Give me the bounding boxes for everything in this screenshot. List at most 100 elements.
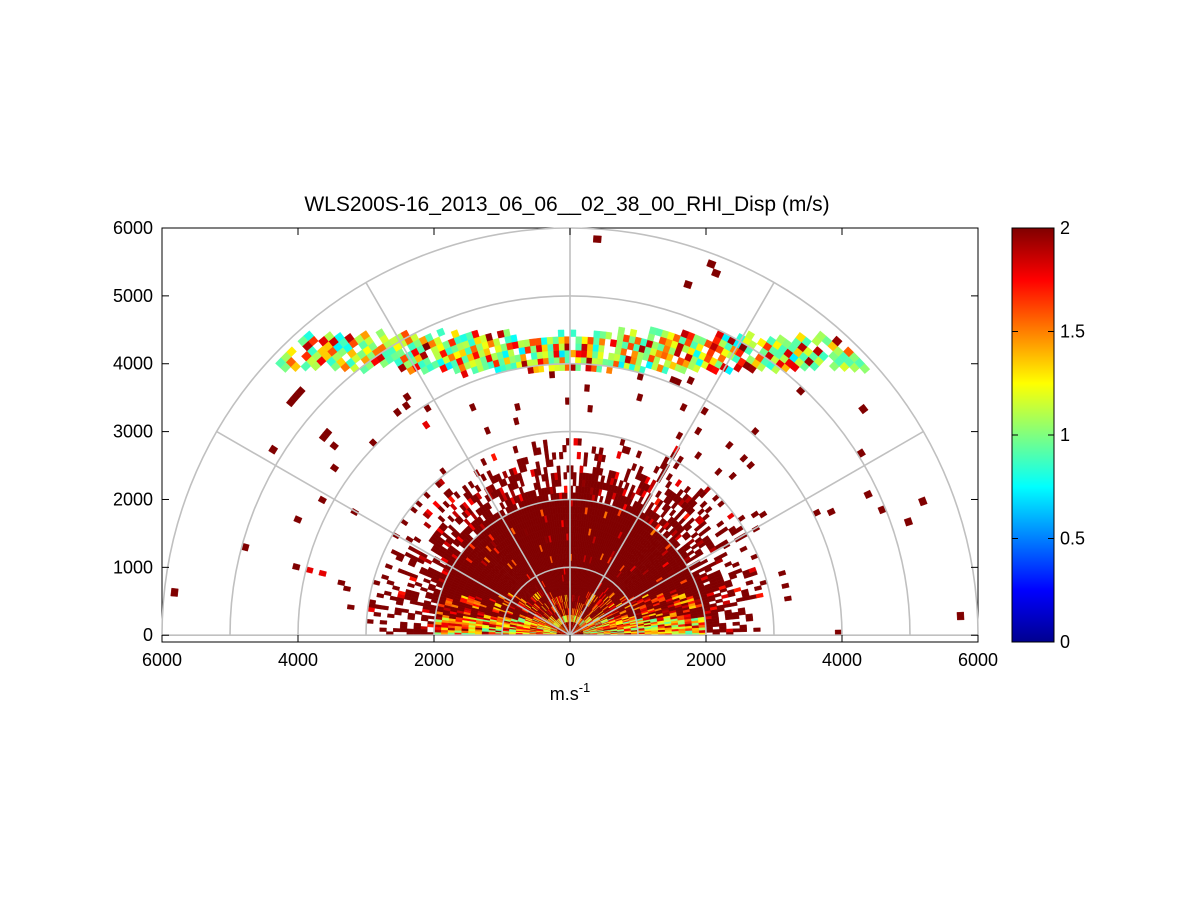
data-cell: [528, 338, 536, 347]
data-cell: [649, 479, 657, 488]
data-cell: [558, 451, 564, 460]
y-tick-label: 5000: [113, 286, 153, 306]
colorbar-tick-label: 0: [1060, 632, 1070, 652]
data-cell: [716, 520, 725, 528]
data-cell: [575, 336, 582, 344]
data-cell: [722, 600, 731, 606]
data-cell: [571, 526, 575, 534]
colorbar: 0 0.5 1 1.5 2: [1011, 218, 1085, 652]
data-cell: [597, 344, 605, 353]
data-cell: [558, 356, 565, 365]
data-cell: [599, 331, 607, 339]
data-cell: [655, 490, 662, 499]
data-cell: [508, 468, 515, 477]
data-cell: [706, 259, 717, 269]
data-cell: [420, 617, 429, 622]
data-cell: [591, 350, 599, 359]
data-cell: [766, 335, 777, 346]
data-cell: [609, 339, 618, 348]
data-cell: [637, 465, 644, 474]
data-cell: [387, 613, 395, 619]
data-cell: [720, 526, 729, 534]
data-cell: [572, 506, 576, 514]
data-cell: [686, 376, 695, 386]
data-cell: [496, 330, 505, 339]
data-cell: [607, 352, 615, 361]
colorbar-tick-label: 1.5: [1060, 322, 1085, 342]
data-cell: [956, 611, 965, 621]
data-cell: [574, 363, 581, 371]
data-cell: [552, 336, 559, 345]
data-cell: [486, 470, 494, 479]
data-cell: [593, 330, 601, 339]
data-cell: [756, 337, 767, 348]
data-cell: [843, 346, 854, 358]
data-cell: [579, 465, 584, 474]
data-cell: [558, 343, 565, 351]
y-tick-label: 4000: [113, 354, 153, 374]
x-tick-label: 4000: [822, 650, 862, 670]
data-cell: [420, 626, 428, 630]
data-cell: [572, 499, 576, 507]
data-cell: [712, 629, 720, 633]
data-cell: [541, 344, 548, 352]
data-cell: [502, 470, 509, 479]
data-cell: [635, 450, 643, 459]
x-tick-label: 0: [565, 650, 575, 670]
data-cell: [728, 471, 737, 481]
data-cell: [564, 343, 571, 351]
data-cell: [490, 453, 498, 462]
data-cell: [758, 510, 768, 519]
y-tick-label: 6000: [113, 218, 153, 238]
data-cell: [552, 350, 560, 358]
data-cell: [374, 604, 383, 610]
data-cell: [777, 569, 787, 577]
data-cell: [413, 625, 421, 630]
data-cell: [578, 479, 583, 487]
data-cell: [739, 624, 747, 629]
data-cell: [732, 628, 741, 633]
data-cell: [481, 631, 489, 634]
data-cell: [373, 611, 382, 617]
data-cell: [551, 479, 556, 488]
data-cell: [720, 539, 729, 547]
data-cell: [548, 370, 556, 379]
data-cell: [740, 588, 749, 595]
data-cell: [683, 485, 692, 494]
data-cell: [514, 402, 521, 412]
data-cell: [714, 467, 723, 476]
data-cell: [518, 346, 526, 355]
data-cell: [553, 363, 560, 372]
data-cell: [575, 343, 582, 351]
data-cell: [540, 337, 548, 346]
data-cell: [700, 558, 709, 566]
data-cell: [530, 469, 536, 478]
data-cell: [563, 336, 571, 344]
x-tick-label: 4000: [278, 650, 318, 670]
data-cell: [580, 350, 588, 358]
data-cell: [598, 337, 606, 346]
x-tick-label: 2000: [686, 650, 726, 670]
data-cell: [918, 496, 928, 507]
data-cell: [629, 484, 636, 493]
data-cell: [745, 330, 756, 341]
data-cell: [454, 628, 462, 632]
colorbar-tick-label: 0.5: [1060, 529, 1085, 549]
data-cell: [569, 350, 576, 358]
data-cell: [647, 501, 655, 510]
data-cell: [653, 465, 661, 474]
x-tick-label: 2000: [414, 650, 454, 670]
data-cell: [679, 402, 688, 412]
data-cell: [617, 326, 626, 335]
data-cell: [433, 629, 442, 633]
data-cell: [731, 611, 740, 617]
x-tick-label: 6000: [142, 650, 182, 670]
data-cell: [616, 333, 625, 342]
data-cell: [625, 468, 632, 477]
data-cell: [550, 472, 555, 481]
data-cell: [559, 363, 566, 371]
data-cell: [440, 627, 449, 631]
x-tick-labels: 6000 4000 2000 0 2000 4000 6000: [142, 650, 998, 670]
data-cell: [574, 499, 579, 507]
